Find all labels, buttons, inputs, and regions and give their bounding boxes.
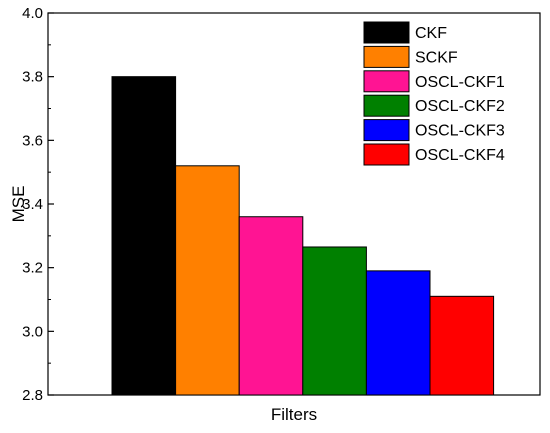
y-tick-label: 3.0 (22, 323, 43, 340)
bar-oscl-ckf3 (365, 270, 431, 396)
legend-swatch-oscl-ckf2 (363, 94, 410, 117)
y-tick-label: 3.4 (22, 196, 43, 213)
legend-swatch-oscl-ckf4 (363, 143, 410, 166)
legend-swatch-ckf (363, 21, 410, 44)
y-axis: 2.8 3.0 3.2 3.4 3.6 3.8 4.0 (22, 5, 54, 404)
legend-swatch-oscl-ckf1 (363, 70, 410, 93)
legend-swatch-oscl-ckf3 (363, 119, 410, 142)
legend-label-oscl-ckf2: OSCL-CKF2 (415, 98, 505, 115)
x-axis-title: Filters (271, 405, 317, 424)
legend-label-oscl-ckf3: OSCL-CKF3 (415, 123, 505, 140)
y-tick-label: 3.8 (22, 69, 43, 86)
bar-oscl-ckf4 (429, 295, 495, 396)
y-tick-label: 2.8 (22, 387, 43, 404)
y-tick-label: 4.0 (22, 5, 43, 22)
legend: CKF SCKF OSCL-CKF1 OSCL-CKF2 OSCL-CKF3 OSCL-C… (363, 21, 505, 166)
legend-swatch-sckf (363, 45, 410, 68)
legend-label-oscl-ckf1: OSCL-CKF1 (415, 74, 505, 91)
bar-sckf (175, 165, 240, 396)
bar-oscl-ckf2 (302, 246, 367, 396)
legend-label-oscl-ckf4: OSCL-CKF4 (415, 147, 505, 164)
bars-group (111, 76, 495, 396)
legend-label-sckf: SCKF (415, 49, 458, 66)
y-tick-label: 3.6 (22, 132, 43, 149)
y-tick-label: 3.2 (22, 260, 43, 277)
bar-oscl-ckf1 (238, 216, 304, 396)
y-axis-title: MSE (9, 186, 28, 223)
legend-label-ckf: CKF (415, 25, 447, 42)
bar-ckf (111, 76, 177, 396)
